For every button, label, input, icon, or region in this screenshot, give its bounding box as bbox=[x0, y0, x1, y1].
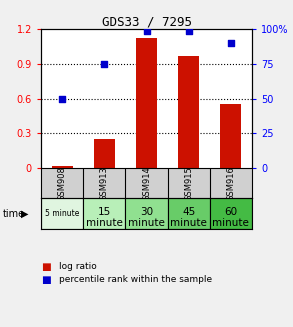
Bar bbox=[210, 198, 252, 229]
Text: 30: 30 bbox=[140, 207, 153, 217]
Text: 15: 15 bbox=[98, 207, 111, 217]
Text: GSM914: GSM914 bbox=[142, 166, 151, 200]
Text: minute: minute bbox=[170, 218, 207, 229]
Text: 45: 45 bbox=[182, 207, 195, 217]
Bar bbox=[136, 38, 157, 168]
Text: GSM915: GSM915 bbox=[184, 166, 193, 200]
Text: minute: minute bbox=[212, 218, 249, 229]
Bar bbox=[94, 139, 115, 168]
Bar bbox=[168, 198, 210, 229]
Bar bbox=[220, 104, 241, 168]
Bar bbox=[83, 198, 125, 229]
Text: percentile rank within the sample: percentile rank within the sample bbox=[59, 275, 212, 284]
Text: minute: minute bbox=[128, 218, 165, 229]
Text: minute: minute bbox=[86, 218, 123, 229]
Point bbox=[229, 41, 233, 46]
Bar bbox=[125, 198, 168, 229]
Text: ▶: ▶ bbox=[21, 209, 28, 219]
Text: GSM908: GSM908 bbox=[58, 166, 67, 201]
Bar bbox=[41, 198, 83, 229]
Point bbox=[60, 96, 64, 101]
Text: 60: 60 bbox=[224, 207, 237, 217]
Text: GSM916: GSM916 bbox=[226, 166, 235, 201]
Text: time: time bbox=[3, 209, 25, 219]
Bar bbox=[178, 56, 199, 168]
Text: ■: ■ bbox=[41, 262, 51, 271]
Text: GSM913: GSM913 bbox=[100, 166, 109, 201]
Text: log ratio: log ratio bbox=[59, 262, 96, 271]
Title: GDS33 / 7295: GDS33 / 7295 bbox=[101, 15, 192, 28]
Bar bbox=[52, 166, 73, 168]
Text: ■: ■ bbox=[41, 275, 51, 284]
Point bbox=[102, 61, 107, 67]
Point bbox=[186, 28, 191, 33]
Text: 5 minute: 5 minute bbox=[45, 209, 79, 218]
Point bbox=[144, 28, 149, 33]
